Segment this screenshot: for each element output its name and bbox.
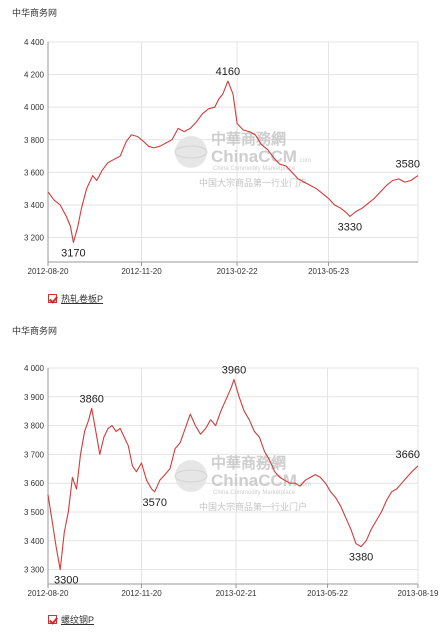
chart-1-data-label: 4160 — [216, 66, 240, 78]
chart-1-watermark-brand-suffix: .com — [298, 158, 311, 164]
chart-2-y-tick-label: 3 300 — [24, 566, 45, 575]
chart-1-svg: 3 200 3 400 3 600 3 800 4 000 4 200 4 400 2012-… — [24, 38, 420, 276]
chart-2-legend-label[interactable]: 螺纹钢P — [61, 615, 95, 625]
chart-1-x-tick-label: 2013-05-23 — [308, 267, 349, 276]
chart-2-x-tick-label: 2013-08-19 — [398, 589, 439, 598]
chart-2: 中华商务网 3 300 3 400 3 500 3 600 3 700 3 800 3 90… — [0, 316, 445, 632]
chart-2-x-tick-label: 2013-05-22 — [307, 589, 348, 598]
chart-1-data-label: 3580 — [396, 159, 420, 171]
chart-2-y-tick-label: 3 400 — [24, 537, 45, 546]
chart-1-x-tick-label: 2012-11-20 — [121, 267, 162, 276]
chart-2-watermark-slogan: 中国大宗商品第一行业门户 — [199, 501, 307, 512]
chart-2-x-tick-label: 2012-11-20 — [121, 589, 162, 598]
chart-1-x-tick-label: 2012-08-20 — [28, 267, 69, 276]
legend-checkbox-icon[interactable] — [48, 294, 57, 303]
chart-1-y-tick-label: 3 800 — [24, 136, 45, 145]
chart-2-svg: 3 300 3 400 3 500 3 600 3 700 3 800 3 900 4 000… — [24, 364, 439, 598]
chart-1-legend-label[interactable]: 热轧卷板P — [61, 294, 104, 304]
chart-1-watermark-slogan: 中国大宗商品第一行业门户 — [199, 177, 307, 188]
chart-2-watermark-brand-suffix: .com — [298, 482, 311, 488]
chart-2-data-label: 3570 — [142, 497, 166, 509]
chart-2-data-label: 3860 — [79, 393, 103, 405]
chart-1-y-tick-label: 3 200 — [24, 234, 45, 243]
chart-1-data-label: 3330 — [338, 221, 362, 233]
chart-2-series-line — [47, 378, 419, 571]
chart-1-x-tick-label: 2013-02-22 — [217, 267, 258, 276]
chart-2-source: 中华商务网 — [12, 326, 58, 336]
chart-2-y-tick-label: 3 700 — [24, 450, 45, 459]
chart-1-y-tick-label: 4 400 — [24, 38, 45, 47]
globe-icon — [175, 136, 207, 168]
chart-1-data-label: 3170 — [61, 247, 85, 259]
chart-1-source: 中华商务网 — [12, 8, 58, 18]
chart-2-watermark-subtitle: China Commodity Marketplace — [213, 490, 296, 496]
chart-1-y-tick-label: 4 000 — [24, 103, 45, 112]
chart-1: 中华商务网 3 200 3 400 3 600 3 800 4 000 4 200 4 40… — [0, 0, 445, 316]
chart-2-legend[interactable]: 螺纹钢P — [48, 613, 94, 626]
chart-1-watermark-subtitle: China Commodity Marketplace — [213, 166, 296, 172]
chart-1-watermark-title: 中華商務網 — [211, 130, 286, 148]
chart-1-series-line — [47, 80, 419, 243]
chart-2-watermark-title: 中華商務網 — [211, 454, 286, 472]
chart-2-data-label: 3380 — [349, 552, 373, 564]
chart-2-plot-area — [47, 367, 419, 585]
chart-1-y-tick-label: 4 200 — [24, 71, 45, 80]
chart-1-plot-area — [47, 41, 419, 263]
globe-orbit-icon — [174, 145, 208, 159]
globe-icon — [175, 460, 207, 492]
chart-2-y-tick-label: 3 600 — [24, 479, 45, 488]
chart-1-watermark-brand: ChinaCCM — [211, 147, 297, 166]
chart-1-legend[interactable]: 热轧卷板P — [48, 292, 103, 305]
chart-2-y-tick-label: 4 000 — [24, 364, 45, 373]
chart-1-y-tick-label: 3 400 — [24, 201, 45, 210]
chart-2-x-tick-label: 2013-02-21 — [216, 589, 257, 598]
globe-orbit-icon — [174, 469, 208, 483]
chart-2-y-tick-label: 3 900 — [24, 393, 45, 402]
chart-2-y-tick-label: 3 800 — [24, 422, 45, 431]
chart-2-data-label: 3660 — [396, 449, 420, 461]
chart-2-watermark-brand: ChinaCCM — [211, 471, 297, 490]
chart-2-x-tick-label: 2012-08-20 — [28, 589, 69, 598]
chart-1-y-tick-label: 3 600 — [24, 168, 45, 177]
chart-2-y-tick-label: 3 500 — [24, 508, 45, 517]
chart-2-data-label: 3960 — [222, 365, 246, 377]
chart-2-data-label: 3300 — [54, 575, 78, 587]
legend-checkbox-icon[interactable] — [48, 615, 57, 624]
